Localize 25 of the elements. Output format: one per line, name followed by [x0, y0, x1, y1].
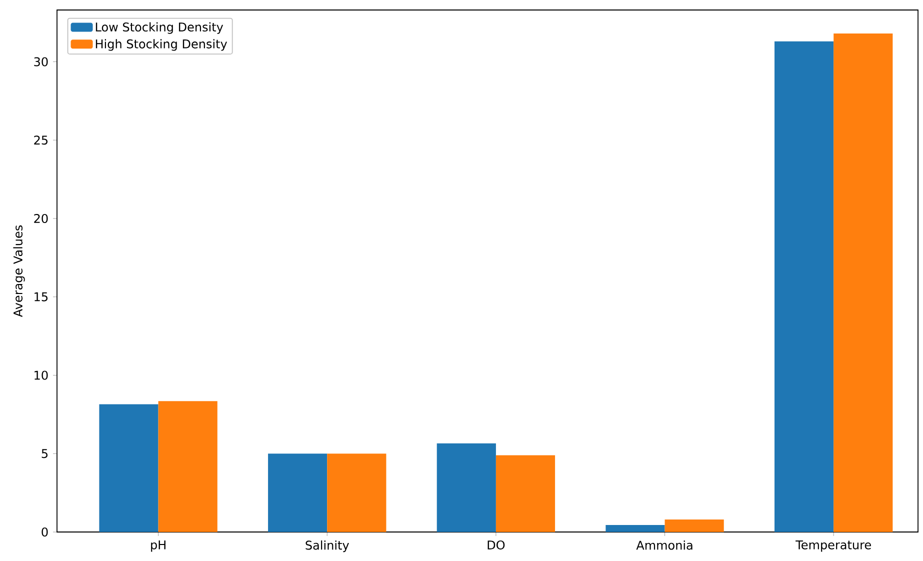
bar: [834, 34, 893, 532]
y-tick-label: 5: [42, 449, 48, 458]
bar: [268, 454, 328, 532]
bar: [664, 519, 724, 532]
bar: [774, 41, 834, 532]
bar: [436, 443, 496, 532]
bar: [496, 455, 556, 532]
y-tick-label: 30: [34, 57, 48, 66]
y-tick-label: 10: [34, 370, 48, 380]
legend-label: Low Stocking Density: [96, 22, 224, 34]
y-axis-title: Average Values: [13, 225, 25, 318]
x-tick-label: DO: [488, 540, 505, 550]
bar: [606, 524, 665, 532]
bar: [99, 404, 158, 532]
y-tick-label: 15: [34, 292, 48, 302]
y-tick-label: 25: [34, 136, 48, 145]
bar: [158, 401, 218, 532]
x-tick-label: Ammonia: [636, 540, 692, 550]
legend-label: High Stocking Density: [96, 39, 228, 51]
x-tick-label: Salinity: [306, 540, 349, 552]
y-tick-label: 0: [42, 527, 48, 537]
x-tick-label: Temperature: [796, 540, 871, 552]
bar: [327, 454, 386, 532]
x-tick-label: pH: [151, 540, 166, 552]
y-tick-label: 20: [34, 214, 48, 224]
